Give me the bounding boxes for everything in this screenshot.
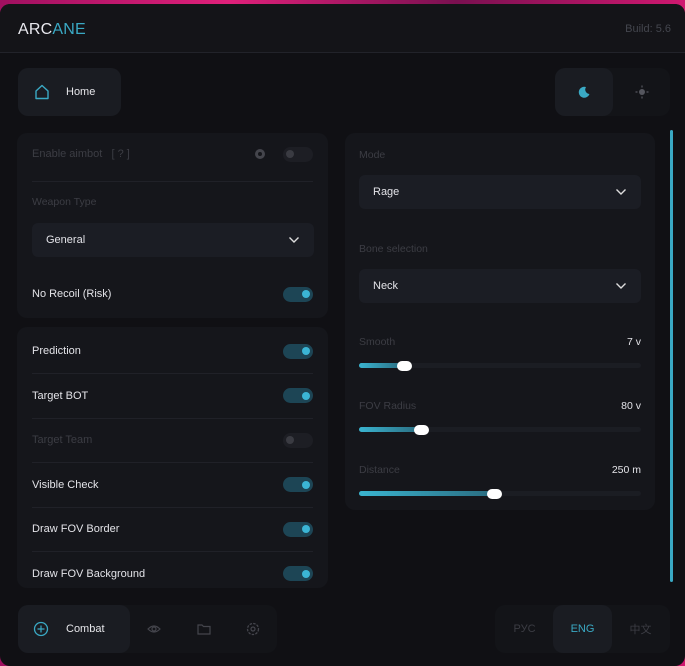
home-label: Home bbox=[66, 86, 96, 98]
bone-selection-label: Bone selection bbox=[359, 243, 428, 255]
options-panel: Prediction Target BOT Target Team Visible C… bbox=[17, 327, 328, 588]
slider-value: 7 v bbox=[626, 336, 641, 348]
toggle-label: Draw FOV Background bbox=[32, 567, 146, 580]
no-recoil-label: No Recoil (Risk) bbox=[32, 288, 112, 300]
configs-tab-folder-icon[interactable] bbox=[196, 621, 212, 637]
combat-tab[interactable]: Combat bbox=[18, 605, 130, 653]
toggle-row: Target Team bbox=[32, 432, 313, 448]
language-switch: РУС ENG 中文 bbox=[495, 605, 670, 653]
logo: ARCANE bbox=[18, 21, 86, 39]
toggle-label: Target BOT bbox=[32, 389, 89, 402]
language-button[interactable]: ENG bbox=[553, 605, 612, 653]
divider bbox=[32, 373, 313, 374]
moon-icon bbox=[578, 86, 590, 98]
crosshair-icon bbox=[33, 621, 49, 637]
help-link[interactable]: [ ? ] bbox=[111, 148, 130, 160]
settings-tab-gear-icon[interactable] bbox=[245, 621, 261, 637]
slider-thumb[interactable] bbox=[397, 360, 413, 371]
app-window: ARCANE Build: 5.6 Home Enable aimbot [ ?… bbox=[0, 4, 685, 666]
option-toggle[interactable] bbox=[283, 477, 313, 492]
weapon-type-value: General bbox=[46, 234, 86, 246]
combat-label: Combat bbox=[66, 623, 105, 635]
option-toggle[interactable] bbox=[283, 432, 313, 448]
aim-settings-panel: Mode Rage Bone selection Neck Smooth 7 v… bbox=[345, 133, 655, 510]
toggle-label: Draw FOV Border bbox=[32, 523, 120, 535]
no-recoil-row: No Recoil (Risk) bbox=[32, 286, 313, 302]
theme-switch bbox=[555, 68, 670, 116]
slider-thumb[interactable] bbox=[414, 424, 430, 435]
slider-label: FOV Radius bbox=[359, 400, 417, 412]
language-button[interactable]: 中文 bbox=[629, 624, 652, 636]
logo-part: ARC bbox=[18, 21, 53, 38]
bone-select[interactable]: Neck bbox=[359, 269, 641, 303]
divider bbox=[32, 181, 313, 182]
slider-label: Smooth bbox=[359, 336, 396, 348]
toggle-row: Prediction bbox=[32, 343, 313, 359]
slider-track[interactable] bbox=[359, 360, 641, 371]
logo-accent: ANE bbox=[52, 21, 86, 38]
enable-aimbot-row: Enable aimbot [ ? ] bbox=[32, 146, 313, 162]
sun-icon bbox=[635, 85, 648, 99]
dark-theme-button[interactable] bbox=[555, 68, 613, 116]
scrollbar[interactable] bbox=[670, 130, 673, 582]
mode-value: Rage bbox=[373, 186, 400, 198]
slider-track[interactable] bbox=[359, 424, 641, 435]
toggle-label: Visible Check bbox=[32, 478, 99, 491]
enable-aimbot-toggle[interactable] bbox=[283, 146, 313, 162]
option-toggle[interactable] bbox=[283, 343, 313, 359]
enable-aimbot-label: Enable aimbot bbox=[32, 148, 103, 160]
mode-label: Mode bbox=[359, 149, 386, 161]
weapon-type-label: Weapon Type bbox=[32, 196, 97, 208]
chevron-down-icon bbox=[289, 237, 299, 243]
mode-select[interactable]: Rage bbox=[359, 175, 641, 209]
divider bbox=[32, 417, 313, 419]
slider-fill bbox=[359, 491, 495, 496]
divider bbox=[32, 551, 313, 552]
no-recoil-toggle[interactable] bbox=[283, 286, 313, 302]
option-toggle[interactable] bbox=[283, 521, 313, 537]
gear-icon[interactable] bbox=[253, 147, 267, 161]
toggle-row: Draw FOV Border bbox=[32, 521, 313, 537]
slider-value: 80 v bbox=[621, 400, 641, 412]
build-version: Build: 5.6 bbox=[625, 23, 671, 35]
home-button[interactable]: Home bbox=[18, 68, 121, 116]
language-button[interactable]: РУС bbox=[513, 623, 536, 635]
slider-fill bbox=[359, 427, 422, 432]
toggle-row: Visible Check bbox=[32, 477, 313, 493]
bottom-nav: Combat bbox=[18, 605, 277, 653]
option-toggle[interactable] bbox=[283, 566, 313, 581]
aimbot-panel: Enable aimbot [ ? ] Weapon Type General … bbox=[17, 133, 328, 318]
toggle-label: Prediction bbox=[32, 345, 81, 357]
chevron-down-icon bbox=[616, 189, 626, 195]
divider bbox=[32, 462, 313, 463]
home-icon bbox=[35, 84, 49, 100]
toggle-row: Target BOT bbox=[32, 388, 313, 404]
light-theme-button[interactable] bbox=[613, 68, 670, 116]
slider-track[interactable] bbox=[359, 488, 641, 499]
weapon-type-select[interactable]: General bbox=[32, 223, 314, 257]
bone-value: Neck bbox=[373, 280, 399, 292]
slider-fill bbox=[359, 363, 405, 368]
toggle-row: Draw FOV Background bbox=[32, 566, 313, 582]
slider-value: 250 m bbox=[611, 464, 641, 476]
slider-label: Distance bbox=[359, 464, 400, 476]
slider-thumb[interactable] bbox=[487, 488, 503, 499]
option-toggle[interactable] bbox=[283, 388, 313, 403]
chevron-down-icon bbox=[616, 283, 626, 289]
header: ARCANE Build: 5.6 bbox=[0, 4, 685, 53]
divider bbox=[32, 506, 313, 508]
visuals-tab-eye-icon[interactable] bbox=[146, 621, 162, 637]
toggle-label: Target Team bbox=[32, 434, 93, 446]
